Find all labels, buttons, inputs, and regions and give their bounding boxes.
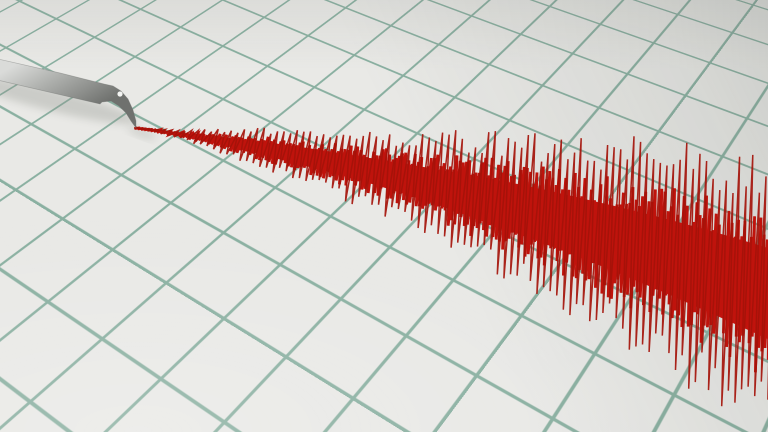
pen-pivot-hole xyxy=(117,91,123,97)
trace-body xyxy=(134,126,768,373)
pen-tip-shadow xyxy=(127,126,157,140)
pen-shadow xyxy=(0,76,138,124)
pen-arm xyxy=(0,59,137,130)
trace-spikes xyxy=(134,126,768,407)
